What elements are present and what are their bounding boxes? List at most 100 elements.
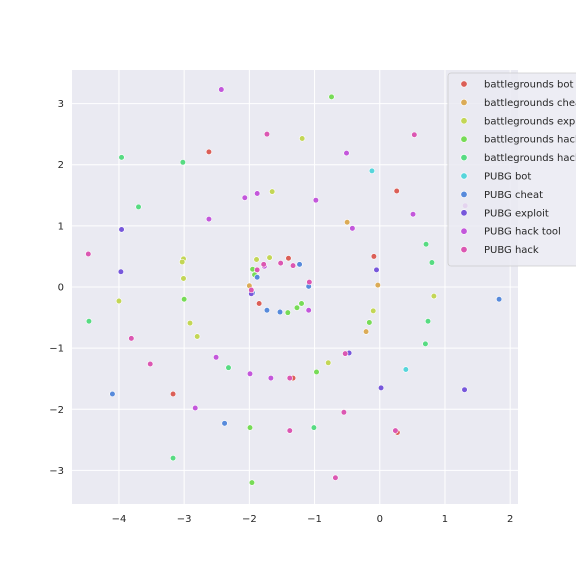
- scatter-point: [306, 279, 313, 286]
- scatter-point: [277, 260, 284, 267]
- legend-label: battlegrounds bot: [484, 80, 573, 91]
- scatter-point: [310, 424, 318, 431]
- legend-marker: [460, 172, 468, 180]
- legend-marker: [460, 190, 468, 198]
- scatter-point: [246, 424, 254, 431]
- legend-marker: [460, 246, 468, 254]
- scatter-point: [343, 150, 350, 157]
- scatter-point: [370, 253, 377, 260]
- scatter-point: [118, 226, 125, 233]
- legend-label: PUBG cheat: [484, 190, 543, 201]
- scatter-point: [349, 225, 356, 232]
- scatter-point: [312, 197, 319, 204]
- scatter-point: [342, 350, 349, 357]
- scatter-point: [344, 219, 351, 226]
- x-tick-label: 0: [377, 514, 383, 525]
- scatter-point: [289, 262, 297, 269]
- scatter-point: [362, 328, 370, 335]
- scatter-point: [461, 386, 468, 393]
- legend-label: battlegrounds hack: [484, 135, 576, 146]
- scatter-point: [169, 455, 177, 462]
- scatter-point: [373, 266, 380, 273]
- scatter-point: [253, 256, 260, 263]
- scatter-point: [109, 390, 116, 398]
- scatter-point: [368, 167, 376, 174]
- x-tick-label: −4: [112, 514, 127, 525]
- legend-marker: [460, 227, 468, 235]
- scatter-point: [495, 296, 503, 303]
- scatter-point: [85, 318, 93, 325]
- scatter-point: [422, 241, 430, 248]
- legend-marker: [460, 135, 468, 143]
- scatter-point: [285, 255, 292, 262]
- x-tick-label: 2: [507, 514, 513, 525]
- x-tick-label: −1: [307, 514, 322, 525]
- scatter-point: [374, 282, 381, 289]
- scatter-point: [313, 368, 320, 376]
- scatter-point: [254, 266, 261, 273]
- scatter-point: [293, 304, 301, 311]
- scatter-point: [299, 135, 306, 142]
- x-tick-label: −3: [177, 514, 192, 525]
- scatter-point: [118, 154, 125, 161]
- x-tick-label: −2: [242, 514, 257, 525]
- scatter-point: [328, 93, 335, 100]
- legend-label: PUBG hack tool: [484, 227, 561, 238]
- x-axis-ticks: −4 −3 −2 −1 0 1 2: [112, 514, 514, 525]
- y-tick-label: 1: [58, 221, 64, 232]
- scatter-point: [286, 427, 293, 434]
- legend-label: PUBG exploit: [484, 208, 549, 219]
- scatter-point: [128, 335, 135, 342]
- scatter-point: [260, 261, 267, 268]
- scatter-point: [241, 194, 248, 201]
- scatter-point: [205, 148, 213, 156]
- scatter-point: [424, 318, 432, 325]
- scatter-point: [213, 354, 220, 361]
- y-tick-label: −2: [49, 405, 64, 416]
- scatter-point: [117, 268, 125, 275]
- scatter-point: [340, 409, 348, 416]
- scatter-point: [298, 300, 305, 307]
- y-tick-label: −1: [49, 344, 64, 355]
- scatter-point: [263, 307, 271, 314]
- scatter-point: [276, 308, 284, 316]
- x-tick-label: 1: [442, 514, 448, 525]
- scatter-point: [266, 254, 273, 261]
- scatter-point: [267, 374, 274, 382]
- scatter-point: [218, 86, 225, 93]
- scatter-point: [256, 300, 263, 307]
- scatter-point: [325, 359, 332, 366]
- scatter-point: [286, 374, 293, 382]
- data-points: [85, 86, 503, 486]
- scatter-point: [296, 261, 303, 268]
- scatter-point: [135, 203, 142, 211]
- scatter-point: [147, 360, 154, 368]
- scatter-point: [181, 296, 188, 303]
- scatter-point: [366, 319, 373, 326]
- scatter-point: [179, 258, 186, 266]
- scatter-point: [430, 293, 437, 300]
- legend-marker: [460, 117, 468, 125]
- legend-label: PUBG hack: [484, 245, 539, 256]
- legend-label: battlegrounds hack tool: [484, 153, 576, 164]
- y-axis-ticks: −3 −2 −1 0 1 2 3: [49, 99, 64, 477]
- scatter-point: [422, 340, 429, 347]
- scatter-point: [284, 309, 291, 316]
- legend-marker: [460, 209, 468, 217]
- scatter-point: [254, 190, 261, 197]
- scatter-point: [393, 187, 400, 195]
- legend-label: PUBG bot: [484, 172, 531, 183]
- scatter-point: [194, 333, 201, 340]
- scatter-point: [305, 307, 312, 314]
- scatter-point: [205, 216, 213, 223]
- legend: battlegrounds bot battlegrounds cheat batt…: [447, 72, 576, 267]
- scatter-point: [370, 307, 377, 314]
- scatter-point: [269, 188, 276, 195]
- scatter-point: [377, 384, 385, 391]
- scatter-point: [186, 319, 194, 327]
- scatter-point: [254, 274, 261, 281]
- y-tick-label: 2: [58, 160, 64, 171]
- legend-label: battlegrounds exploit: [484, 116, 576, 127]
- scatter-point: [180, 275, 187, 282]
